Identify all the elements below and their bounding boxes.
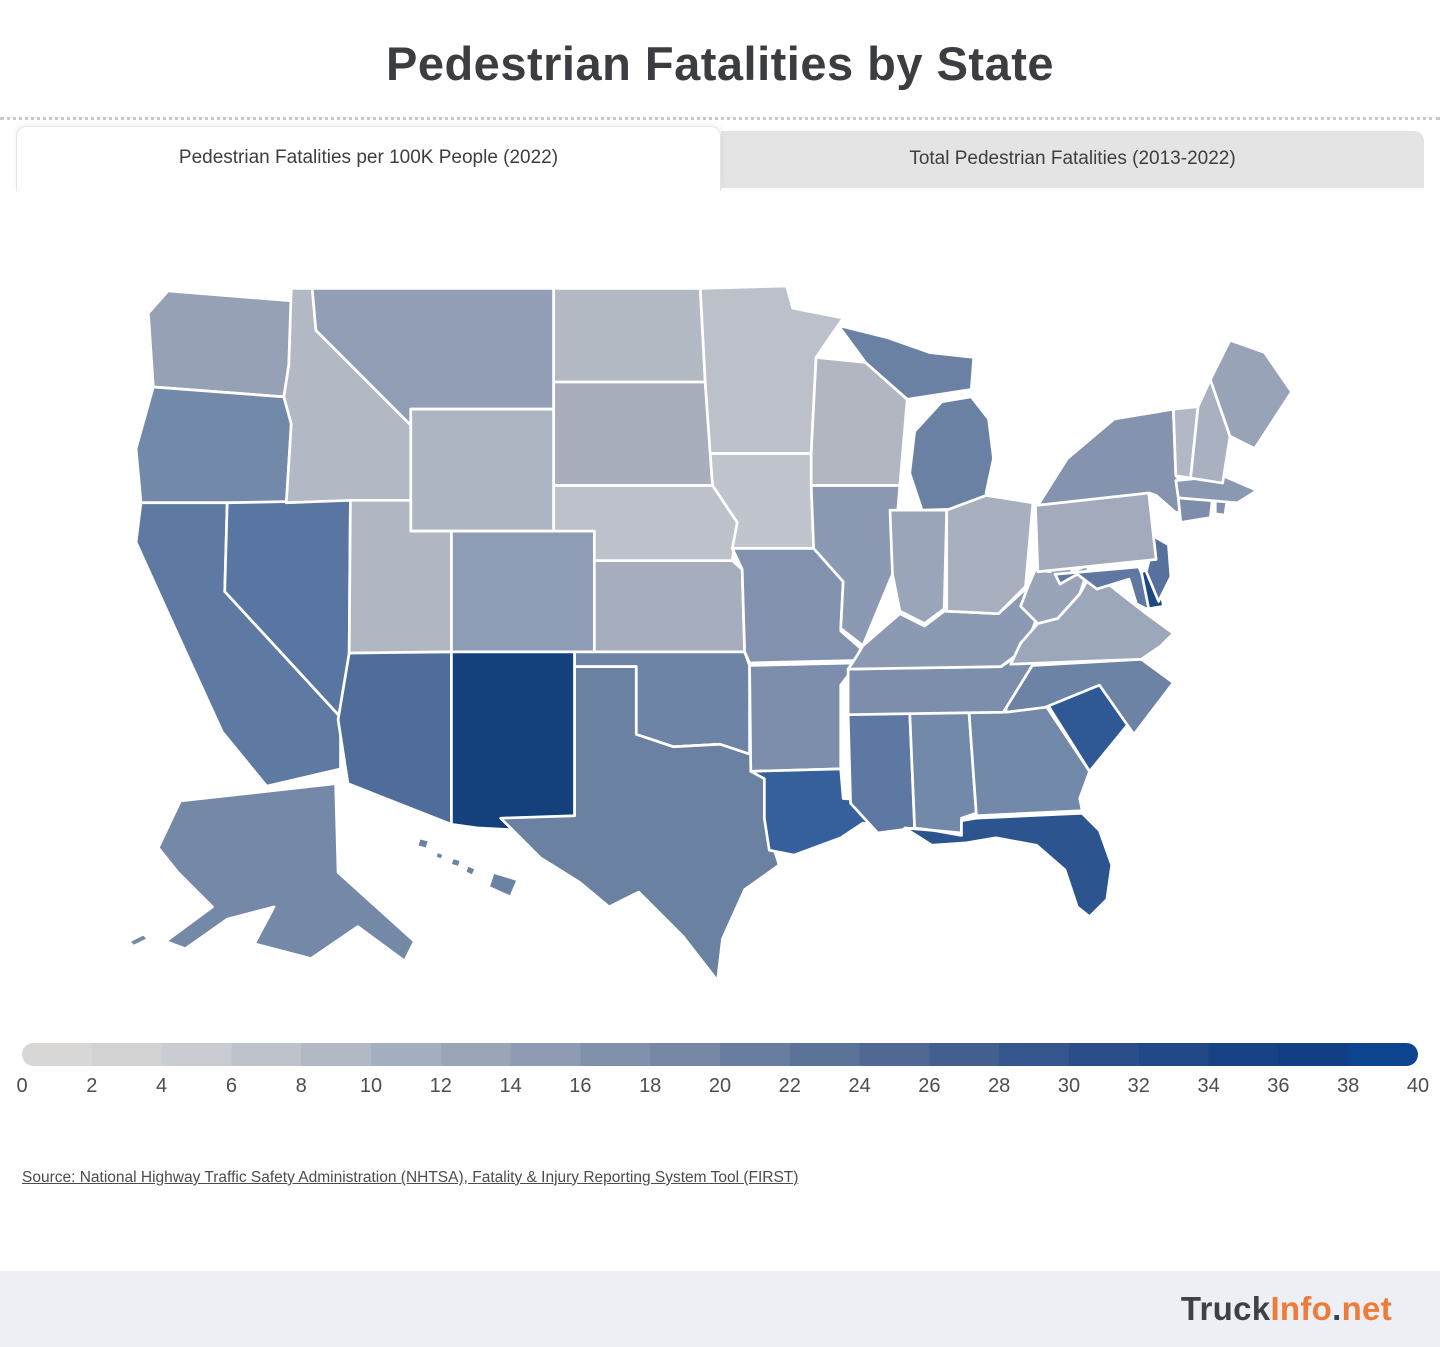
state-nh[interactable] [1189,378,1232,485]
legend-tick: 10 [359,1074,383,1097]
state-la[interactable] [749,767,897,857]
state-az[interactable] [336,650,453,826]
state-ks[interactable] [592,559,746,654]
tab-total-fatalities-label: Total Pedestrian Fatalities (2013-2022) [909,148,1236,169]
source-link[interactable]: Source: National Highway Traffic Safety … [22,1168,799,1186]
legend-gradient-bar [22,1042,1418,1066]
state-wy[interactable] [409,407,556,533]
state-nd[interactable] [552,287,707,384]
legend-tick: 2 [86,1074,98,1097]
legend-tick: 28 [988,1074,1011,1097]
legend-tick: 6 [225,1074,237,1097]
legend-tick: 18 [639,1074,662,1097]
logo-net-text: net [1341,1290,1392,1327]
legend-tick-labels: 0 2 4 6 8 10 12 14 16 18 20 22 24 26 28 30 32 34 36 38 40 [16,1074,1429,1103]
state-in[interactable] [888,508,949,625]
legend-tick: 32 [1127,1074,1150,1097]
legend-tick: 36 [1267,1074,1290,1097]
state-al[interactable] [908,708,978,835]
state-fl[interactable] [903,811,1114,919]
legend-tick: 12 [429,1074,452,1097]
source-row: Source: National Highway Traffic Safety … [22,1169,1440,1187]
legend-tick: 0 [16,1074,28,1097]
legend-tick: 30 [1057,1074,1081,1097]
footer-bar: TruckInfo.net [0,1271,1440,1347]
legend-tick: 20 [708,1074,732,1097]
legend-tick: 4 [156,1074,168,1097]
state-mi[interactable] [836,324,995,512]
logo-truck-text: Truck [1180,1290,1271,1327]
page: Pedestrian Fatalities by State Pedestria… [0,36,1440,1347]
us-choropleth-map [127,284,1293,983]
state-sd[interactable] [552,380,714,487]
state-hi[interactable] [415,836,520,899]
state-nc[interactable] [1004,657,1175,736]
logo-info-text: Info [1270,1290,1333,1327]
state-or[interactable] [134,385,293,505]
tab-fatalities-per-100k[interactable]: Pedestrian Fatalities per 100K People (2… [16,126,721,191]
tab-bar: Pedestrian Fatalities per 100K People (2… [16,126,1424,191]
color-scale-legend: 0 2 4 6 8 10 12 14 16 18 20 22 24 26 28 30 32 34 36 38 40 [16,1042,1429,1103]
dotted-divider [0,117,1440,120]
state-il[interactable] [809,484,902,648]
state-nm[interactable] [450,650,576,832]
tab-total-fatalities[interactable]: Total Pedestrian Fatalities (2013-2022) [721,131,1424,188]
page-title: Pedestrian Fatalities by State [385,37,1055,90]
tab-fatalities-per-100k-label: Pedestrian Fatalities per 100K People (2… [178,147,559,168]
legend-tick: 40 [1406,1074,1430,1097]
legend-tick: 8 [295,1074,307,1097]
state-wa[interactable] [147,289,293,399]
state-oh[interactable] [945,494,1035,616]
legend-tick: 24 [848,1074,871,1097]
legend-tick: 34 [1197,1074,1220,1097]
state-ak[interactable] [127,782,416,963]
legend-tick: 26 [918,1074,941,1097]
state-tx[interactable] [499,665,781,983]
legend-tick: 16 [569,1074,592,1097]
state-ga[interactable] [967,703,1091,818]
legend-tick: 22 [778,1074,801,1097]
legend-tick: 14 [499,1074,522,1097]
logo-dot-text: . [1332,1290,1342,1327]
map-container [104,249,1336,1013]
state-co[interactable] [450,529,596,654]
state-me[interactable] [1208,338,1293,450]
legend-tick: 38 [1337,1074,1360,1097]
state-ar[interactable] [748,661,860,773]
footer-logo[interactable]: TruckInfo.net [1181,1290,1392,1328]
